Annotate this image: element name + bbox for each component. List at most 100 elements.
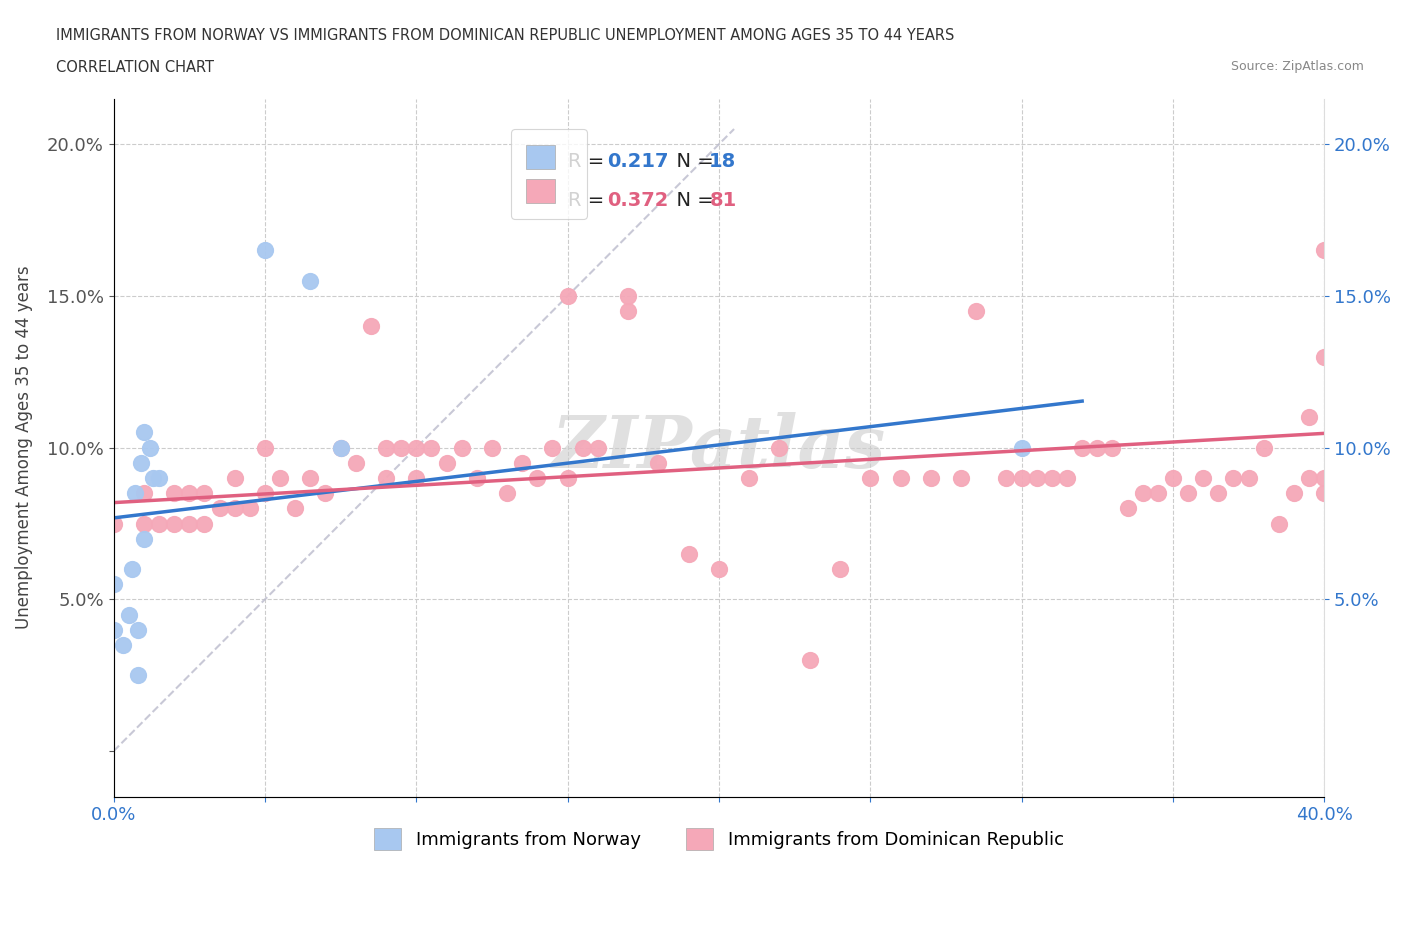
Point: [314, 485, 336, 500]
Point: [1313, 471, 1336, 485]
Y-axis label: Unemployment Among Ages 35 to 44 years: Unemployment Among Ages 35 to 44 years: [15, 266, 32, 630]
Legend: Immigrants from Norway, Immigrants from Dominican Republic: Immigrants from Norway, Immigrants from …: [367, 821, 1071, 857]
Text: N =: N =: [665, 152, 720, 171]
Point: [707, 562, 730, 577]
Point: [1237, 471, 1260, 485]
Text: IMMIGRANTS FROM NORWAY VS IMMIGRANTS FROM DOMINICAN REPUBLIC UNEMPLOYMENT AMONG : IMMIGRANTS FROM NORWAY VS IMMIGRANTS FRO…: [56, 28, 955, 43]
Point: [496, 485, 519, 500]
Text: R =: R =: [568, 191, 610, 210]
Point: [738, 471, 761, 485]
Point: [1085, 440, 1108, 455]
Text: CORRELATION CHART: CORRELATION CHART: [56, 60, 214, 75]
Point: [121, 562, 143, 577]
Point: [1313, 243, 1336, 258]
Point: [253, 243, 276, 258]
Point: [224, 501, 246, 516]
Point: [239, 501, 262, 516]
Point: [510, 456, 533, 471]
Text: N =: N =: [665, 191, 720, 210]
Point: [127, 668, 149, 683]
Point: [1056, 471, 1078, 485]
Point: [465, 471, 488, 485]
Point: [193, 485, 215, 500]
Point: [329, 440, 352, 455]
Point: [132, 531, 155, 546]
Point: [139, 440, 162, 455]
Point: [284, 501, 307, 516]
Point: [148, 471, 170, 485]
Point: [1011, 471, 1033, 485]
Point: [799, 653, 821, 668]
Point: [1268, 516, 1291, 531]
Point: [995, 471, 1018, 485]
Point: [405, 440, 427, 455]
Point: [617, 304, 640, 319]
Point: [541, 440, 564, 455]
Point: [142, 471, 165, 485]
Point: [920, 471, 942, 485]
Point: [103, 577, 125, 591]
Point: [118, 607, 141, 622]
Point: [344, 456, 367, 471]
Text: R =: R =: [568, 152, 610, 171]
Text: ZIPatlas: ZIPatlas: [553, 412, 886, 484]
Point: [127, 622, 149, 637]
Point: [224, 471, 246, 485]
Point: [1116, 501, 1139, 516]
Point: [253, 440, 276, 455]
Point: [617, 288, 640, 303]
Point: [148, 516, 170, 531]
Point: [1146, 485, 1168, 500]
Point: [193, 516, 215, 531]
Point: [1071, 440, 1094, 455]
Point: [132, 516, 155, 531]
Point: [1161, 471, 1184, 485]
Point: [1313, 485, 1336, 500]
Point: [360, 319, 382, 334]
Point: [859, 471, 882, 485]
Point: [586, 440, 609, 455]
Point: [1298, 471, 1320, 485]
Point: [1313, 349, 1336, 364]
Point: [1192, 471, 1215, 485]
Point: [1177, 485, 1199, 500]
Point: [129, 456, 152, 471]
Point: [103, 516, 125, 531]
Point: [103, 622, 125, 637]
Point: [132, 425, 155, 440]
Point: [450, 440, 472, 455]
Point: [678, 547, 700, 562]
Point: [389, 440, 412, 455]
Point: [124, 485, 146, 500]
Point: [1298, 410, 1320, 425]
Text: Source: ZipAtlas.com: Source: ZipAtlas.com: [1230, 60, 1364, 73]
Text: 81: 81: [709, 191, 737, 210]
Point: [1132, 485, 1154, 500]
Point: [329, 440, 352, 455]
Point: [111, 637, 134, 652]
Point: [571, 440, 593, 455]
Point: [965, 304, 987, 319]
Point: [647, 456, 669, 471]
Point: [1025, 471, 1047, 485]
Point: [253, 485, 276, 500]
Point: [557, 288, 579, 303]
Point: [179, 485, 201, 500]
Point: [950, 471, 973, 485]
Point: [375, 471, 398, 485]
Point: [375, 440, 398, 455]
Point: [828, 562, 851, 577]
Point: [1253, 440, 1275, 455]
Point: [1101, 440, 1123, 455]
Point: [526, 471, 548, 485]
Point: [420, 440, 443, 455]
Point: [557, 471, 579, 485]
Point: [179, 516, 201, 531]
Point: [1011, 440, 1033, 455]
Point: [481, 440, 503, 455]
Point: [163, 485, 186, 500]
Point: [208, 501, 231, 516]
Point: [1282, 485, 1305, 500]
Point: [405, 471, 427, 485]
Point: [299, 471, 322, 485]
